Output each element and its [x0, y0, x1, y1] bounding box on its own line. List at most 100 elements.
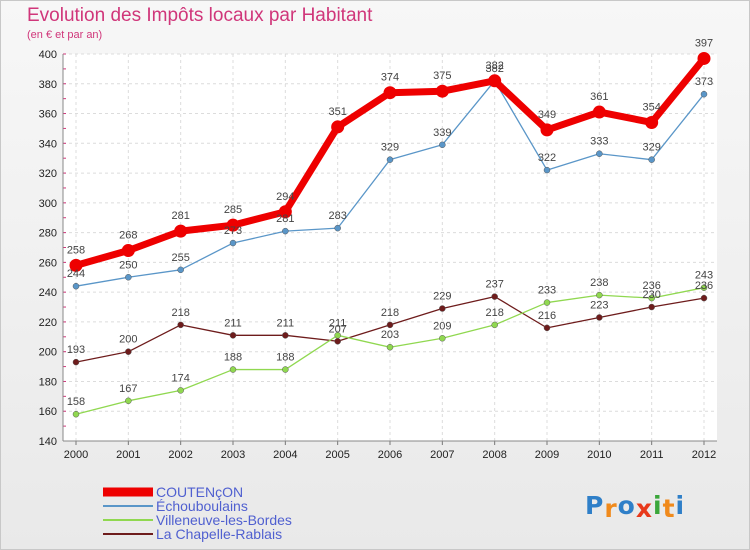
- data-point: [435, 84, 449, 98]
- data-point: [645, 115, 659, 129]
- data-label: 218: [381, 307, 399, 319]
- data-point: [439, 141, 446, 149]
- data-label: 188: [276, 352, 294, 364]
- data-label: 236: [642, 280, 660, 292]
- data-label: 329: [381, 142, 399, 154]
- y-tick-label: 180: [39, 376, 57, 388]
- data-label: 382: [485, 63, 503, 75]
- data-label: 283: [328, 210, 346, 222]
- logo-letter: o: [617, 491, 636, 520]
- y-tick-label: 380: [39, 79, 57, 91]
- data-point: [383, 86, 397, 100]
- data-point: [121, 243, 135, 257]
- y-tick-label: 340: [39, 138, 57, 150]
- data-label: 349: [538, 109, 556, 121]
- data-label: 211: [329, 317, 347, 329]
- y-tick-label: 360: [39, 109, 57, 121]
- x-tick-label: 2010: [587, 449, 611, 461]
- y-tick-label: 280: [39, 228, 57, 240]
- data-point: [700, 294, 708, 302]
- data-point: [331, 120, 345, 134]
- data-point: [596, 291, 603, 299]
- data-label: 294: [276, 191, 294, 203]
- data-point: [177, 266, 184, 274]
- data-label: 207: [328, 323, 346, 335]
- data-label: 258: [67, 244, 85, 256]
- logo-letter: i: [675, 491, 686, 520]
- data-point: [700, 90, 708, 98]
- data-label: 374: [381, 72, 399, 84]
- data-label: 268: [119, 229, 137, 241]
- data-point: [697, 51, 711, 65]
- data-point: [72, 282, 80, 290]
- data-label: 158: [67, 396, 85, 408]
- y-tick-label: 140: [39, 436, 57, 448]
- data-label: 373: [695, 76, 713, 88]
- y-tick-label: 320: [39, 168, 57, 180]
- data-point: [229, 332, 237, 339]
- data-point: [334, 338, 341, 345]
- data-point: [386, 343, 394, 351]
- logo-letter: x: [635, 494, 653, 523]
- data-label: 255: [171, 252, 189, 264]
- data-label: 167: [119, 383, 137, 395]
- logo-letter: t: [662, 494, 676, 523]
- data-point: [386, 321, 394, 329]
- y-tick-label: 300: [39, 198, 57, 210]
- x-tick-label: 2007: [430, 449, 454, 461]
- data-label: 361: [590, 91, 608, 103]
- data-label: 250: [119, 259, 137, 271]
- y-tick-label: 400: [39, 49, 57, 61]
- x-tick-label: 2003: [221, 449, 245, 461]
- x-tick-label: 2005: [325, 449, 349, 461]
- data-point: [72, 358, 80, 366]
- x-tick-label: 2011: [640, 449, 664, 461]
- data-label: 333: [590, 136, 608, 148]
- data-label: 218: [485, 307, 503, 319]
- data-point: [648, 294, 655, 302]
- data-point: [174, 224, 188, 238]
- data-point: [439, 305, 446, 312]
- data-point: [282, 332, 289, 339]
- data-label: 216: [538, 310, 556, 322]
- data-label: 238: [590, 277, 608, 289]
- data-point: [282, 366, 289, 373]
- data-label: 243: [695, 270, 713, 282]
- data-label: 209: [433, 320, 451, 332]
- y-tick-label: 220: [39, 317, 57, 329]
- data-point: [439, 335, 446, 342]
- legend-label: Échouboulains: [156, 498, 248, 514]
- data-label: 211: [224, 317, 242, 329]
- data-point: [700, 284, 708, 291]
- x-tick-label: 2012: [692, 449, 716, 461]
- data-label: 339: [433, 127, 451, 139]
- x-tick-label: 2000: [64, 449, 88, 461]
- data-point: [177, 387, 184, 394]
- data-point: [543, 166, 551, 174]
- data-point: [491, 321, 498, 329]
- x-tick-label: 2006: [378, 449, 402, 461]
- data-label: 223: [590, 299, 608, 311]
- data-point: [334, 332, 341, 339]
- legend-label: COUTENçON: [156, 484, 243, 500]
- data-point: [488, 74, 502, 88]
- data-label: 375: [433, 70, 451, 82]
- data-point: [386, 156, 394, 163]
- data-point: [278, 205, 292, 219]
- data-label: 188: [224, 352, 242, 364]
- proxiti-logo: Proxiti: [585, 491, 686, 523]
- data-point: [596, 150, 603, 157]
- x-tick-label: 2004: [273, 449, 297, 461]
- legend-label: Villeneuve-les-Bordes: [156, 512, 292, 528]
- logo-letter: P: [585, 491, 605, 520]
- data-point: [282, 227, 289, 235]
- chart-subtitle: (en € et par an): [27, 29, 103, 41]
- data-label: 382: [485, 60, 503, 72]
- data-label: 397: [695, 37, 713, 49]
- data-point: [540, 123, 554, 137]
- y-tick-label: 200: [39, 347, 57, 359]
- x-tick-label: 2009: [535, 449, 559, 461]
- data-label: 322: [538, 152, 556, 164]
- y-tick-label: 160: [39, 406, 57, 418]
